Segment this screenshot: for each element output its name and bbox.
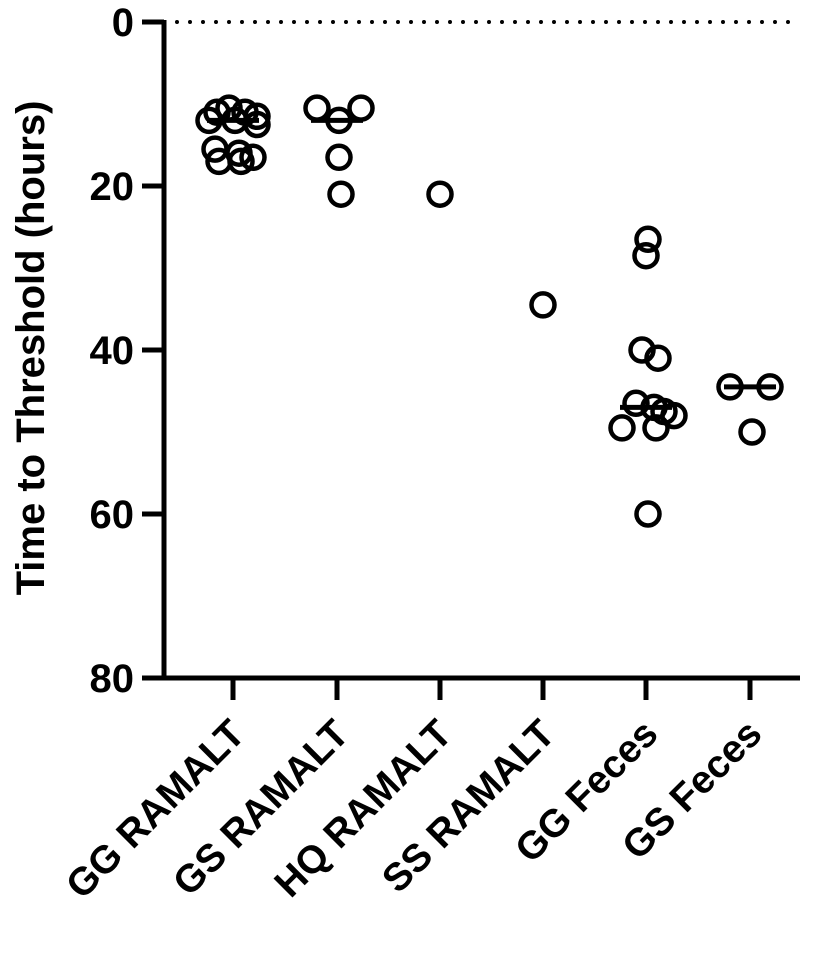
data-point bbox=[239, 143, 267, 172]
y-tick-label: 0 bbox=[112, 1, 134, 45]
x-tick-label: GG RAMALT bbox=[58, 712, 253, 907]
y-tick-label: 60 bbox=[90, 493, 135, 537]
data-point bbox=[608, 414, 636, 442]
data-point bbox=[303, 94, 331, 122]
data-point bbox=[716, 373, 744, 401]
data-point bbox=[660, 401, 688, 430]
data-point bbox=[644, 344, 672, 372]
data-point bbox=[325, 106, 353, 135]
data-point bbox=[426, 180, 454, 208]
y-axis-label: Time to Threshold (hours) bbox=[9, 101, 53, 596]
data-point bbox=[243, 110, 271, 139]
data-point bbox=[325, 143, 353, 172]
data-point bbox=[195, 106, 223, 135]
data-point bbox=[642, 414, 670, 442]
y-tick-label: 40 bbox=[90, 329, 135, 373]
data-point bbox=[634, 500, 662, 528]
data-point bbox=[347, 94, 375, 122]
data-point bbox=[227, 147, 255, 176]
data-point bbox=[327, 180, 355, 208]
data-point bbox=[738, 418, 766, 446]
y-tick-label: 80 bbox=[90, 657, 135, 701]
data-point bbox=[529, 291, 557, 319]
data-point bbox=[632, 241, 660, 270]
data-point bbox=[634, 225, 662, 254]
x-tick-label: HQ RAMALT bbox=[267, 712, 461, 906]
data-point bbox=[756, 373, 784, 401]
y-tick-label: 20 bbox=[90, 165, 135, 209]
data-point bbox=[622, 389, 650, 418]
